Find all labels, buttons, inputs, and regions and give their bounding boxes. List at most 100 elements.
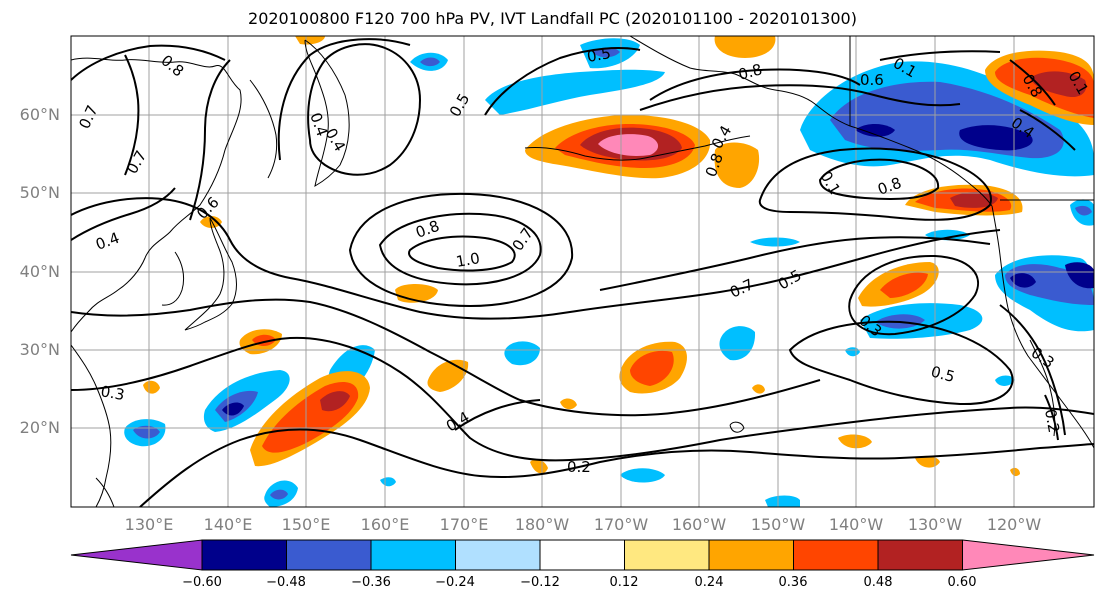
colorbar-segment: [624, 539, 710, 571]
colorbar-tick-label: −0.24: [435, 575, 475, 590]
blob-alaska-core2: [855, 124, 895, 137]
colorbar-tick-label: −0.48: [266, 575, 306, 590]
blob-bc-core: [950, 192, 998, 208]
blob-subtrop3: [995, 375, 1015, 386]
blob-top-2: [295, 36, 325, 45]
lon-label-160w: 160°W: [671, 515, 727, 534]
contour-0.4-midsouth: [454, 399, 541, 431]
contour-label: 0.6: [860, 71, 884, 89]
blob-midnp2: [750, 237, 800, 247]
coastlines: [71, 36, 1094, 507]
blob-top-1: [714, 36, 776, 58]
contour-label: 0.2: [567, 458, 591, 476]
coast-kamchatka: [304, 39, 350, 187]
coast-northamerica: [991, 205, 1094, 449]
contour-label: 0.5: [929, 362, 957, 386]
positive-anomalies: [143, 36, 1094, 477]
lon-label-150w: 150°W: [750, 515, 806, 534]
colorbar-tick-label: 0.60: [947, 575, 977, 590]
blob-wp2-core: [133, 425, 160, 439]
coast-asia: [71, 57, 242, 333]
lon-label-150e: 150°E: [281, 515, 331, 534]
colorbar-tick-label: 0.24: [694, 575, 724, 590]
blob-small-2: [838, 434, 872, 449]
colorbar-extend-high: [962, 539, 1095, 571]
contour-0.4-ne: [1019, 109, 1076, 151]
contour-label: 0.5: [446, 90, 474, 120]
colorbar-segment: [539, 539, 625, 571]
contour-0.8-gulf: [818, 158, 940, 200]
contour-0.4-kamchatka: [307, 43, 422, 176]
graticule: [71, 36, 1094, 507]
contour-0.6-north: [639, 84, 961, 111]
contour-label: 0.8: [736, 60, 764, 84]
contour-0.4-west: [71, 187, 176, 241]
contour-0.1-ne: [879, 50, 1001, 61]
blob-south1: [620, 468, 665, 483]
colorbar-extend-low: [70, 539, 203, 571]
blob-westcoast-core2: [1065, 262, 1094, 289]
colorbar-segment: [286, 539, 372, 571]
lon-label-140e: 140°E: [203, 515, 253, 534]
coast-korea: [161, 251, 185, 306]
blob-subtrop4: [845, 347, 860, 357]
lon-label-130e: 130°E: [124, 515, 174, 534]
contour-0.8-ne: [1009, 59, 1056, 106]
contour-0.3-east: [848, 254, 980, 336]
plot-frame: [70, 35, 1095, 508]
blob-westcoast-core: [1010, 273, 1036, 288]
contour-0.3-east-2: [999, 304, 1066, 436]
blob-south2: [765, 495, 800, 507]
contour-0.5-east: [788, 320, 1014, 406]
colorbar-segment: [201, 539, 287, 571]
contour-0.5-kamchatka: [277, 38, 411, 161]
blob-south3: [380, 477, 396, 487]
contour-0.7-low: [348, 192, 574, 308]
blob-dateline-2: [427, 359, 469, 392]
contour-0.7-jet: [599, 236, 991, 291]
contours: [71, 38, 1094, 507]
coast-aleutians: [524, 135, 751, 161]
blob-midlat-1: [714, 142, 760, 188]
blob-wp4-core: [270, 489, 288, 500]
colorbar-tick-label: 0.36: [778, 575, 808, 590]
contour-label: 0.4: [443, 408, 473, 436]
blob-bering: [485, 69, 665, 115]
contour-label: 0.3: [99, 382, 126, 404]
blob-pnw-core: [1075, 205, 1092, 216]
colorbar-segment: [708, 539, 794, 571]
lon-label-170w: 170°W: [593, 515, 649, 534]
colorbar-segment: [877, 539, 963, 571]
contour-0.8-north: [649, 68, 861, 101]
colorbar-segment: [370, 539, 456, 571]
contour-0.5-gulf: [758, 147, 992, 221]
colorbar-tick-label: −0.60: [182, 575, 222, 590]
coast-china: [71, 344, 112, 507]
coast-okhotsk: [249, 79, 278, 179]
blob-small-7: [200, 216, 222, 228]
blob-aleutian-core: [598, 134, 659, 156]
lon-label-140w: 140°W: [828, 515, 884, 534]
shaded-field: [71, 36, 1094, 507]
blob-subtrop1: [719, 326, 756, 361]
colorbar-segment: [793, 539, 879, 571]
blob-small-4: [143, 380, 160, 394]
blob-npac-east-core: [880, 272, 928, 298]
lon-label-170e: 170°E: [439, 515, 489, 534]
colorbar-tick-label: 0.48: [863, 575, 893, 590]
blob-small-8: [1010, 467, 1020, 477]
colorbar-tick-label: −0.36: [351, 575, 391, 590]
contour-label: 0.7: [727, 275, 756, 301]
coast-alaska: [629, 36, 993, 207]
contour-label: 0.4: [93, 229, 122, 254]
blob-small-1: [530, 459, 548, 474]
contour-label: 0.8: [875, 174, 904, 199]
blob-sub-central-core: [630, 350, 674, 386]
coast-philippines: [95, 477, 115, 507]
blob-subtrop2: [504, 341, 540, 366]
coast-japan: [184, 217, 237, 331]
lon-label-120w: 120°W: [986, 515, 1042, 534]
blob-wp-band-core: [320, 391, 350, 412]
contour-0.8-low: [378, 212, 542, 286]
